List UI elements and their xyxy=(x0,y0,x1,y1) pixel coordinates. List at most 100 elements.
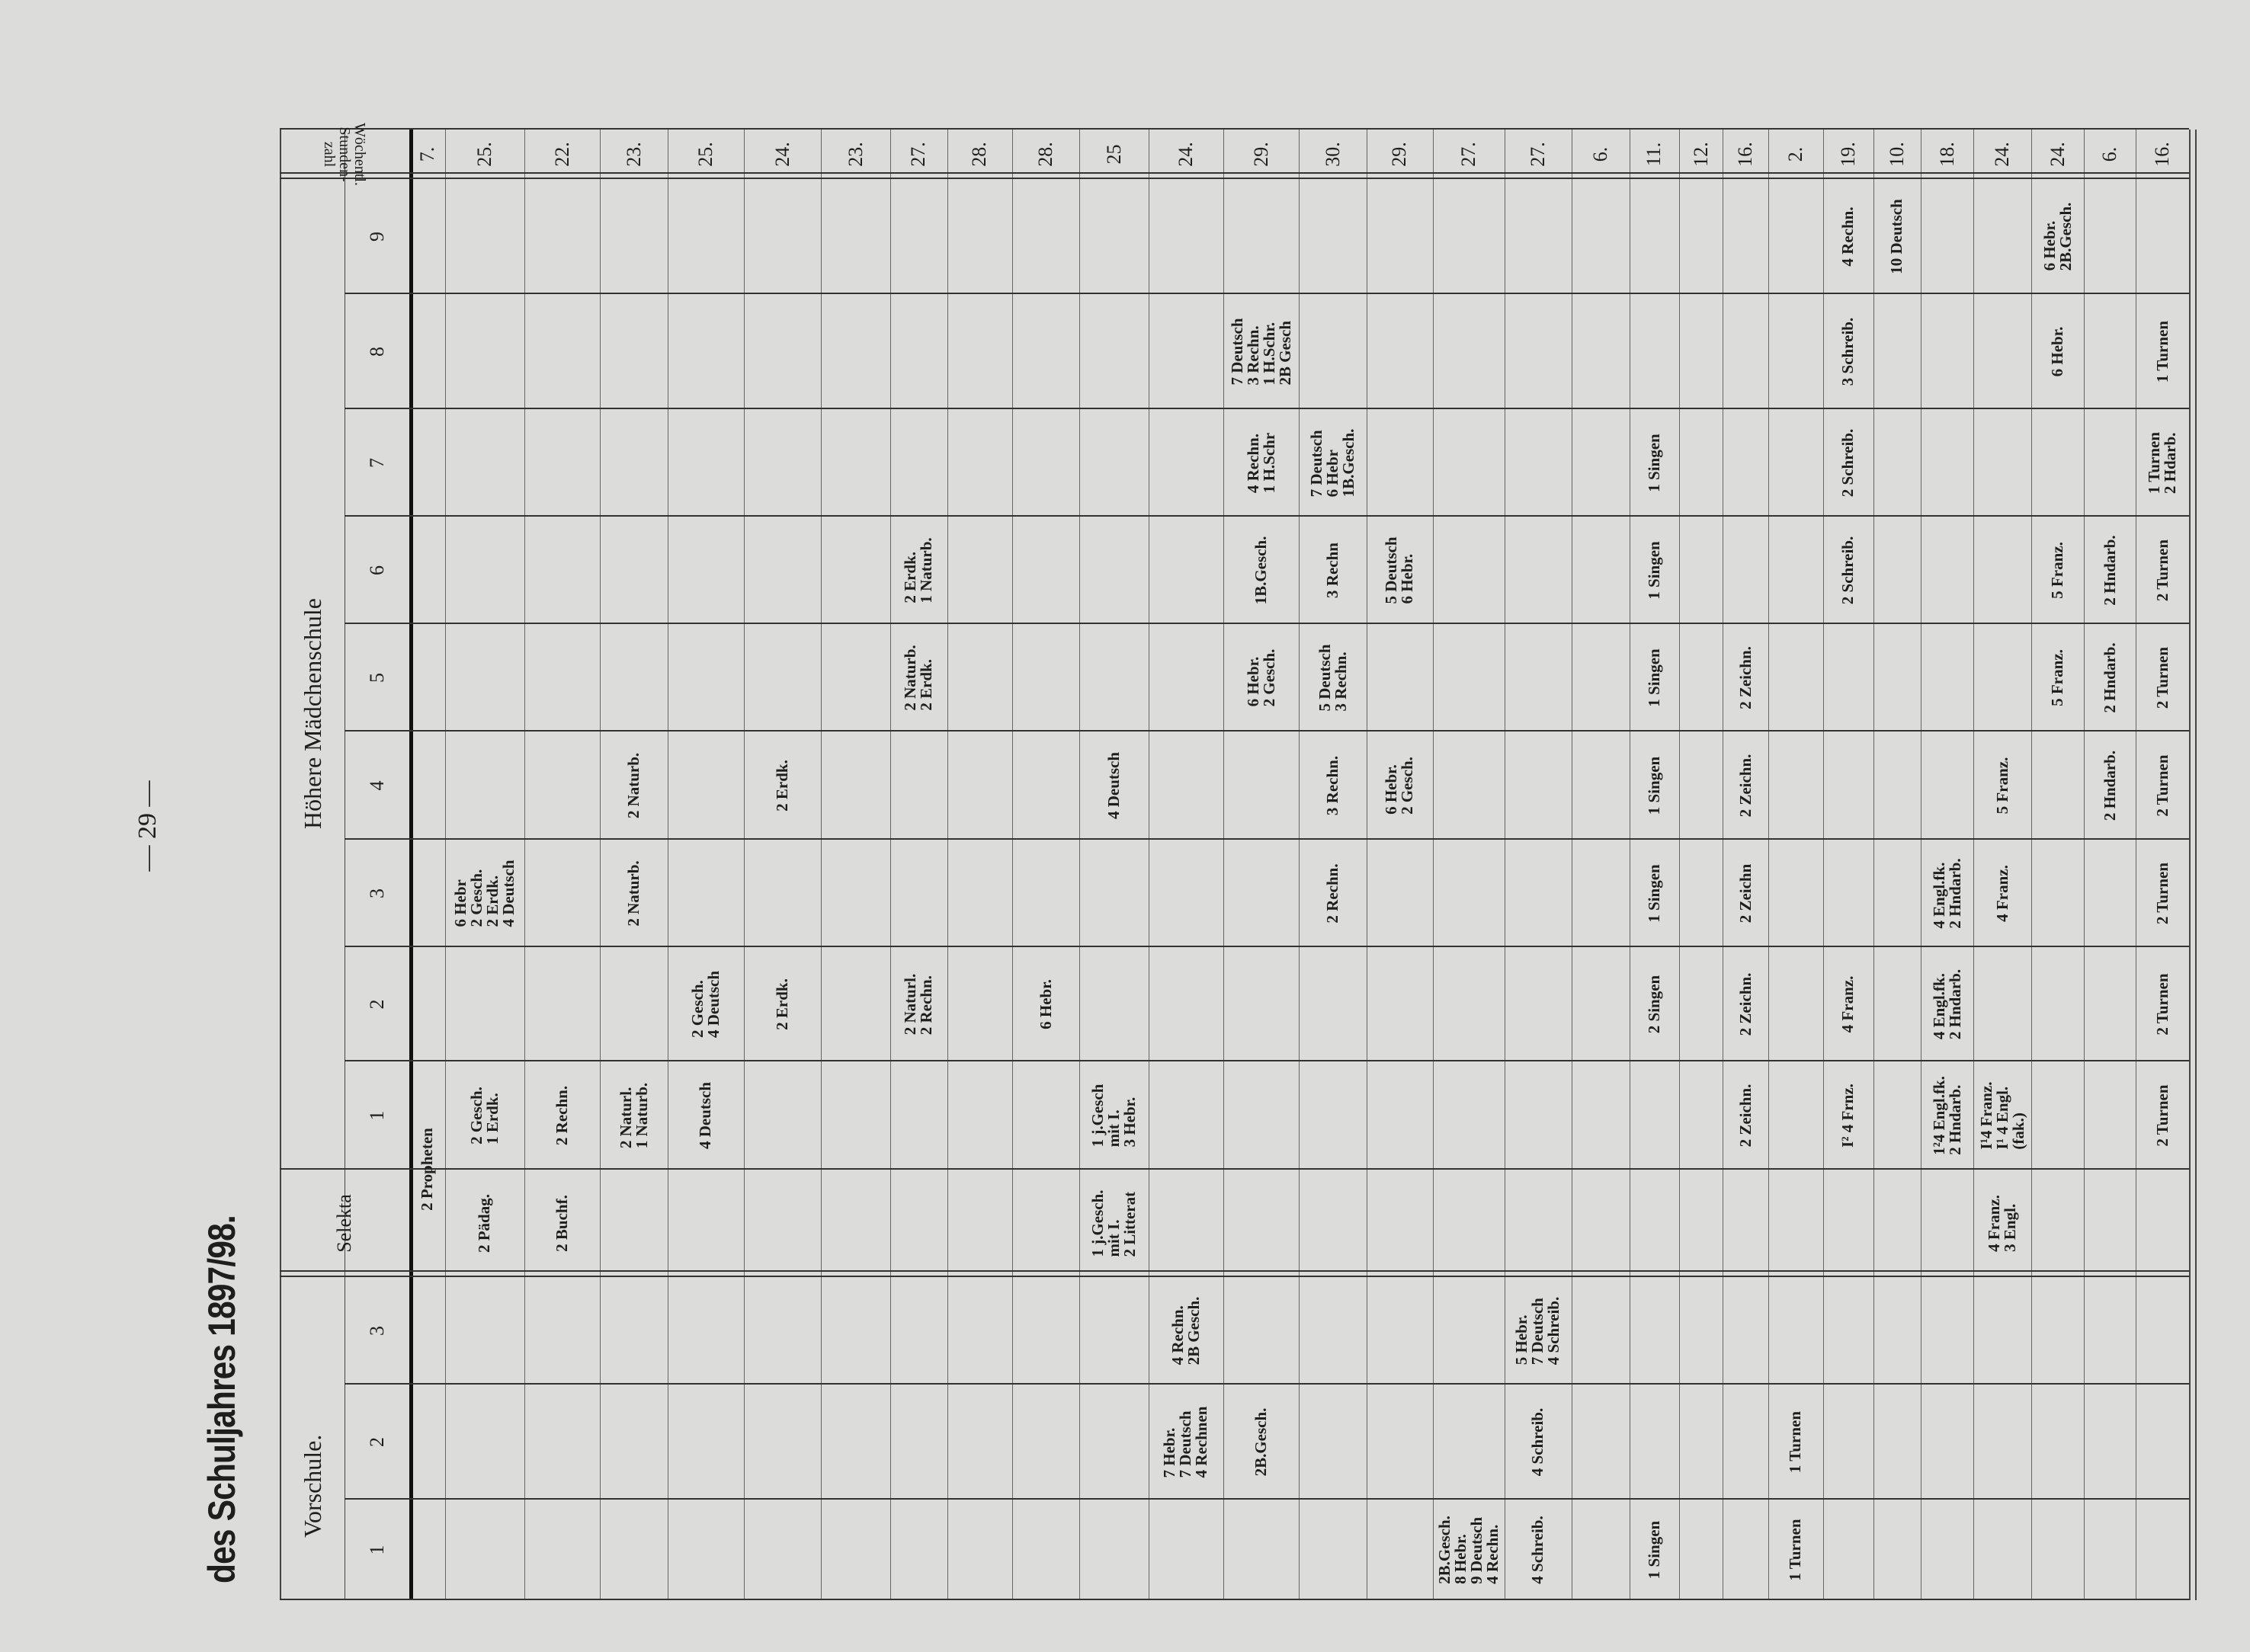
timetable-cell-c5: 2 Naturb. 2 Erdk. xyxy=(901,645,936,711)
timetable-cell-c6: 3 Rechn xyxy=(1323,543,1342,598)
column-divider xyxy=(280,1599,2189,1600)
timetable-cell-c4: 1 Singen xyxy=(1644,756,1663,815)
row-divider xyxy=(1679,130,1681,1600)
weekly-hours-total: 6. xyxy=(2098,146,2121,162)
timetable-cell-c4: 5 Franz. xyxy=(1992,757,2011,815)
timetable-cell-c5: 5 Franz. xyxy=(2048,649,2067,706)
column-header-v3: 3 xyxy=(365,1326,388,1336)
weekly-hours-total: 24. xyxy=(2046,142,2069,167)
weekly-hours-total: 10. xyxy=(1885,142,1908,167)
timetable-cell-c1: I² 4 Frnz. xyxy=(1838,1084,1857,1148)
weekly-hours-total: 16. xyxy=(1734,142,1757,167)
timetable-cell-c1: 2 Naturl. 1 Naturb. xyxy=(616,1082,651,1149)
timetable-cell-v3: 5 Hebr. 7 Deutsch 4 Schreib. xyxy=(1512,1296,1563,1365)
timetable-cell-c6: 1B.Gesch. xyxy=(1252,536,1271,605)
timetable-cell-c3: 4 Engl.fk. 2 Hndarb. xyxy=(1929,858,1964,929)
column-header-c7: 7 xyxy=(365,458,388,468)
timetable-cell-v1: 4 Schreib. xyxy=(1528,1516,1547,1584)
timetable-cell-c6: 2 Hndarb. xyxy=(2100,535,2119,606)
timetable-cell-v2: 2B.Gesch. xyxy=(1252,1407,1271,1477)
table-bottom-rule-double xyxy=(2194,130,2197,1600)
timetable-cell-c4: 6 Hebr. 2 Gesch. xyxy=(1382,757,1417,815)
weekly-hours-total: 24. xyxy=(1174,142,1197,167)
timetable-cell-sel: 1 j.Gesch. mit I. 2 Litterat xyxy=(1088,1189,1139,1257)
timetable-cell-c4: 2 Hndarb. xyxy=(2100,750,2119,821)
table-top-rule xyxy=(280,130,281,1600)
row-divider xyxy=(1432,130,1434,1600)
timetable-cell-c3: 2 Zeichn xyxy=(1736,863,1755,924)
row-divider xyxy=(524,130,525,1600)
column-header-c6: 6 xyxy=(365,565,388,575)
timetable-cell-c6: 2 Erdk. 1 Naturb. xyxy=(901,537,936,603)
timetable-cell-c1: 2 Rechn. xyxy=(553,1085,572,1146)
timetable-cell-c7: 7 Deutsch 6 Hebr 1B.Gesch. xyxy=(1307,428,1358,498)
timetable-cell-v1: 1 Singen xyxy=(1644,1520,1663,1580)
column-header-c5: 5 xyxy=(365,673,388,683)
row-divider xyxy=(947,130,949,1600)
row-divider xyxy=(1011,130,1013,1600)
timetable-cell-c3: 2 Turnen xyxy=(2152,862,2171,925)
row-divider xyxy=(743,130,745,1600)
table-bottom-rule xyxy=(2188,130,2191,1600)
timetable-cell-c4: 2 Erdk. xyxy=(773,760,792,812)
timetable-cell-c1: I¹4 Franz. I¹ 4 Engl. (fak.) xyxy=(1976,1081,2027,1150)
timetable-cell-c6: 1 Singen xyxy=(1644,541,1663,600)
timetable-cell-c6: 5 Deutsch 6 Hebr. xyxy=(1382,536,1417,604)
timetable-cell-c8: 3 Schreib. xyxy=(1838,317,1857,386)
timetable-cell-c6: 2 Schreib. xyxy=(1838,536,1857,605)
timetable-cell-c1: 2 Turnen xyxy=(2152,1084,2171,1147)
row-divider xyxy=(1873,130,1874,1600)
timetable-cell-c4: 2 Turnen xyxy=(2152,754,2171,817)
timetable-cell-c5: 2 Zeichn. xyxy=(1736,646,1755,709)
weekly-hours-total: 6. xyxy=(1588,146,1611,162)
timetable-cell-c8: 1 Turnen xyxy=(2152,320,2171,383)
timetable-cell-c4: 2 Zeichn. xyxy=(1736,754,1755,818)
weekly-hours-total: 29. xyxy=(1388,142,1411,167)
row-divider xyxy=(2084,130,2085,1600)
header-bottom-rule xyxy=(409,130,413,1600)
timetable-cell-c7: 4 Rechn. 1 H.Schr xyxy=(1243,432,1278,494)
row-divider xyxy=(889,130,891,1600)
weekly-hours-total: 12. xyxy=(1689,142,1712,167)
weekly-hours-total: 22. xyxy=(550,142,573,167)
weekly-hours-total: 25. xyxy=(694,142,716,167)
weekly-hours-total: 27. xyxy=(1457,142,1479,167)
timetable-cell-c2: 2 Singen xyxy=(1644,975,1663,1034)
timetable-cell-c2: 4 Franz. xyxy=(1838,975,1857,1033)
timetable-cell-c2: 2 Erdk. xyxy=(773,978,792,1030)
timetable-cell-c2: 6 Hebr. xyxy=(1036,979,1055,1029)
weekly-hours-total: 24. xyxy=(771,142,793,167)
weekly-hours-total: 11. xyxy=(1643,142,1665,167)
timetable-cell-c7: 2 Schreib. xyxy=(1838,428,1857,498)
weekly-hours-total: 18. xyxy=(1935,142,1958,167)
weekly-hours-total: 30. xyxy=(1321,142,1344,167)
timetable-cell-v2: 4 Schreib. xyxy=(1528,1407,1547,1477)
column-header-v1: 1 xyxy=(365,1545,388,1555)
timetable-cell-c2: 2 Zeichn. xyxy=(1736,972,1755,1036)
timetable-cell-c7: 1 Singen xyxy=(1644,434,1663,492)
timetable-cell-c8: 6 Hebr. xyxy=(2048,326,2067,377)
weekly-hours-total: 28. xyxy=(1034,142,1057,167)
timetable-cell-c3: 4 Franz. xyxy=(1992,865,2011,922)
weekly-hours-total: 23. xyxy=(844,142,867,167)
timetable-cell-c3: 2 Rechn. xyxy=(1323,863,1342,924)
weekly-hours-total: 27. xyxy=(1526,142,1549,167)
column-header-c3: 3 xyxy=(365,888,388,898)
group-label-vorschule: Vorschule. xyxy=(299,1434,326,1538)
timetable-cell-c2: 4 Engl.fk. 2 Hndarb. xyxy=(1929,968,1964,1040)
timetable-cell-c9: 10 Deutsch xyxy=(1887,199,1906,274)
weekly-hours-total: 16. xyxy=(2151,142,2174,167)
timetable-cell-sel: 2 Propheten xyxy=(418,1128,437,1211)
timetable-cell-c5: 6 Hebr. 2 Gesch. xyxy=(1243,648,1278,707)
timetable-cell-c1: 4 Deutsch xyxy=(696,1081,715,1150)
weekly-hours-total: 2. xyxy=(1784,146,1806,162)
timetable-cell-c5: 2 Hndarb. xyxy=(2100,642,2119,713)
timetable-cell-c2: 2 Naturl. 2 Rechn. xyxy=(901,973,936,1036)
timetable-cell-c3: 6 Hebr 2 Gesch. 2 Erdk. 4 Deutsch xyxy=(450,860,518,927)
timetable-cell-c1: 1 j.Gesch mit I. 3 Hebr. xyxy=(1088,1084,1139,1148)
timetable-cell-c1: 1²4 Engl.fk. 2 Hndarb. xyxy=(1929,1076,1964,1155)
timetable-cell-c4: 2 Naturb. xyxy=(624,752,643,819)
weekly-hours-total: 25 xyxy=(1102,144,1125,165)
row-divider xyxy=(821,130,822,1600)
